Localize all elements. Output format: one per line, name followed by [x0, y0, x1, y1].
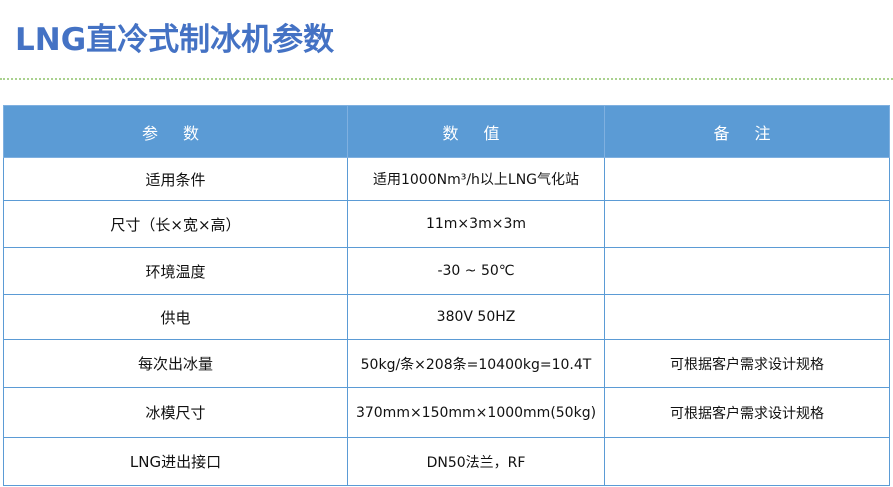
param-cell: 尺寸（长×宽×高）	[3, 200, 348, 248]
table-row: LNG进出接口 DN50法兰，RF	[3, 437, 890, 486]
value-cell: 50kg/条×208条=10400kg=10.4T	[347, 339, 605, 388]
param-cell: LNG进出接口	[3, 437, 348, 486]
value-cell: 380V 50HZ	[347, 294, 605, 340]
value-cell: 适用1000Nm³/h以上LNG气化站	[347, 157, 605, 201]
table-row: 每次出冰量 50kg/条×208条=10400kg=10.4T 可根据客户需求设计规…	[3, 339, 890, 388]
table-row: 尺寸（长×宽×高） 11m×3m×3m	[3, 200, 890, 248]
table-row: 适用条件 适用1000Nm³/h以上LNG气化站	[3, 157, 890, 201]
header-note: 备 注	[604, 105, 890, 158]
param-cell: 环境温度	[3, 247, 348, 295]
value-cell: -30 ~ 50℃	[347, 247, 605, 295]
note-cell	[604, 157, 890, 201]
table-row: 供电 380V 50HZ	[3, 294, 890, 340]
table-row: 环境温度 -30 ~ 50℃	[3, 247, 890, 295]
header-value: 数 值	[347, 105, 605, 158]
note-cell: 可根据客户需求设计规格	[604, 339, 890, 388]
param-cell: 适用条件	[3, 157, 348, 201]
param-cell: 供电	[3, 294, 348, 340]
param-cell: 冰模尺寸	[3, 387, 348, 438]
value-cell: DN50法兰，RF	[347, 437, 605, 486]
value-cell: 11m×3m×3m	[347, 200, 605, 248]
note-cell	[604, 294, 890, 340]
header-param: 参 数	[3, 105, 348, 158]
param-cell: 每次出冰量	[3, 339, 348, 388]
page-title: LNG直冷式制冰机参数	[15, 22, 335, 58]
note-cell: 可根据客户需求设计规格	[604, 387, 890, 438]
table-row: 冰模尺寸 370mm×150mm×1000mm(50kg) 可根据客户需求设计规格	[3, 387, 890, 438]
value-cell: 370mm×150mm×1000mm(50kg)	[347, 387, 605, 438]
parameter-table: 参 数 数 值 备 注 适用条件 适用1000Nm³/h以上LNG气化站 尺寸（长×…	[3, 105, 890, 486]
note-cell	[604, 437, 890, 486]
note-cell	[604, 200, 890, 248]
table-header: 参 数 数 值 备 注	[3, 105, 890, 158]
divider	[0, 78, 893, 80]
note-cell	[604, 247, 890, 295]
